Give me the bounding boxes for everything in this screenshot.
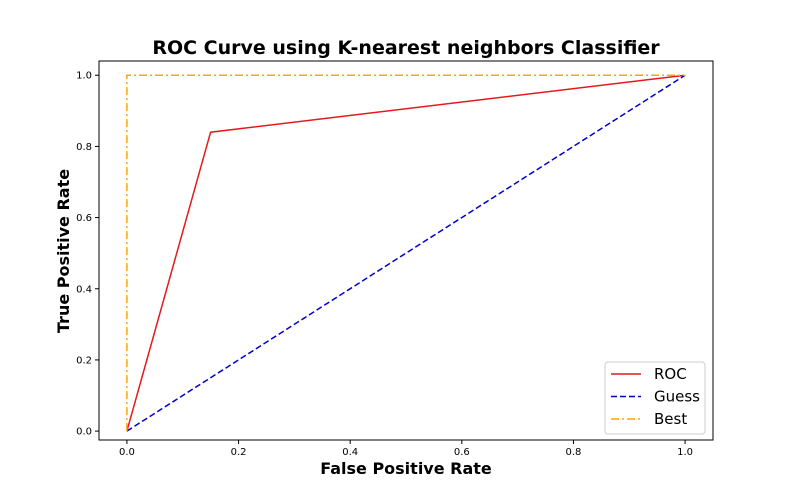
x-tick-label: 0.4 [342, 447, 358, 458]
legend-label-guess: Guess [654, 388, 700, 406]
series-line-roc [126, 74, 686, 432]
y-axis: 0.0 0.2 0.4 0.6 0.8 1.0 [76, 71, 99, 438]
x-tick-label: 0.2 [231, 447, 247, 458]
y-tick-label: 0.2 [76, 355, 92, 366]
plot-frame [98, 60, 714, 441]
y-tick-label: 1.0 [76, 71, 92, 82]
legend-items: ROC Guess Best [611, 365, 700, 428]
y-tick-label: 0.0 [76, 427, 92, 438]
legend-label-best: Best [654, 410, 687, 428]
x-tick-label: 1.0 [677, 447, 693, 458]
legend-box [604, 361, 706, 435]
chart-title: ROC Curve using K-nearest neighbors Clas… [152, 37, 660, 59]
legend: ROC Guess Best [604, 361, 706, 435]
y-tick-label: 0.4 [76, 284, 92, 295]
y-tick-label: 0.6 [76, 213, 92, 224]
x-axis: 0.0 0.2 0.4 0.6 0.8 1.0 [119, 440, 693, 458]
series-line-guess [126, 74, 686, 432]
x-tick-label: 0.8 [566, 447, 582, 458]
x-tick-label: 0.6 [454, 447, 470, 458]
series-lines [126, 74, 686, 432]
y-tick-label: 0.8 [76, 142, 92, 153]
series-line-best [126, 74, 686, 432]
legend-label-roc: ROC [654, 365, 687, 383]
x-tick-label: 0.0 [119, 447, 135, 458]
x-axis-label: False Positive Rate [320, 459, 492, 478]
y-axis-label: True Positive Rate [54, 169, 73, 333]
